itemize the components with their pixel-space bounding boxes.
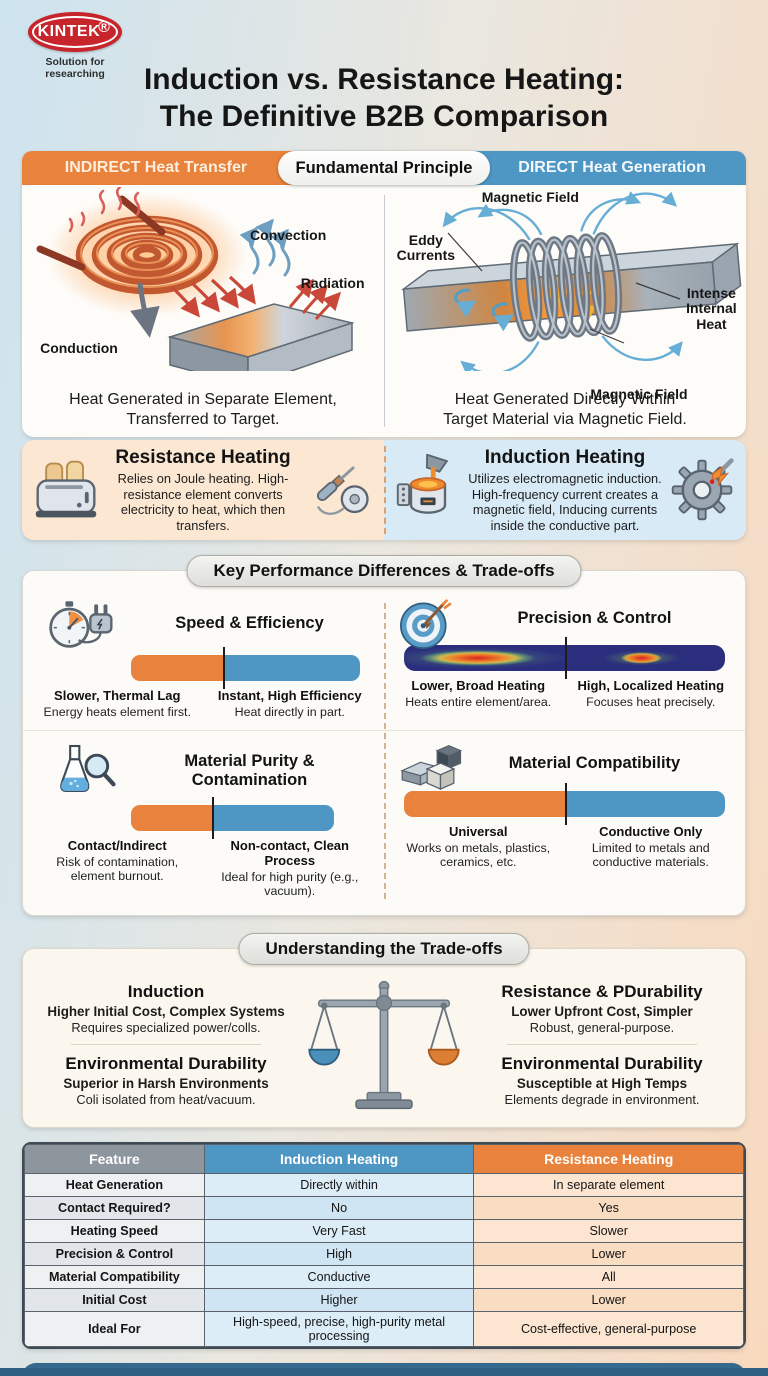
feature-header: Feature bbox=[24, 1143, 205, 1174]
table-row: Heat Generation Directly within In separat… bbox=[24, 1172, 744, 1197]
compatibility-left-label: Universal Works on metals, plastics, cer… bbox=[406, 823, 551, 870]
kintek-logo-oval: KINTEK ® bbox=[28, 12, 122, 52]
table-row: Material Compatibility Conductive All bbox=[24, 1264, 744, 1289]
material-compatibility-quadrant: Material Compatibility Universal Works o… bbox=[384, 731, 745, 909]
performance-section: Key Performance Differences & Trade-offs bbox=[22, 555, 746, 916]
registered-mark: ® bbox=[98, 19, 111, 36]
direct-heat-tab: DIRECT Heat Generation bbox=[518, 159, 706, 177]
balance-scale-icon bbox=[295, 975, 473, 1115]
conduction-label: Conduction bbox=[40, 340, 118, 357]
comparison-table: Feature Induction Heating Resistance Hea… bbox=[22, 1141, 746, 1349]
induction-caption: Heat Generated Directly Within Target Ma… bbox=[443, 391, 687, 429]
induction-method-desc: Utilizes electromagnetic induction. High… bbox=[468, 470, 662, 533]
fundamental-principle-pill: Fundamental Principle bbox=[278, 151, 490, 186]
table-row: Ideal For High-speed, precise, high-purit… bbox=[24, 1310, 744, 1347]
resistance-header: Resistance Heating bbox=[473, 1143, 744, 1174]
indirect-heat-tab: INDIRECT Heat Transfer bbox=[64, 159, 248, 177]
bottom-strip bbox=[0, 1368, 768, 1376]
principle-header-bar: INDIRECT Heat Transfer Fundamental Princ… bbox=[22, 151, 746, 186]
induction-method-title: Induction Heating bbox=[484, 446, 646, 468]
induction-diagram: Magnetic Field Eddy Currents Intense Int… bbox=[384, 185, 746, 437]
precision-control-title: Precision & Control bbox=[517, 608, 672, 627]
table-header-row: Feature Induction Heating Resistance Hea… bbox=[24, 1143, 744, 1174]
material-purity-title: Material Purity & Contamination bbox=[184, 751, 315, 789]
speed-efficiency-quadrant: Speed & Efficiency Slower, Thermal Lag E… bbox=[23, 585, 384, 731]
toaster-icon bbox=[28, 454, 104, 526]
resistance-method-desc: Relies on Joule heating. High-resistance… bbox=[117, 470, 289, 533]
intense-heat-label: Intense Internal Heat bbox=[686, 284, 737, 332]
convection-label: Convection bbox=[250, 227, 327, 244]
kintek-logo-text: KINTEK bbox=[37, 23, 101, 40]
performance-grid: Speed & Efficiency Slower, Thermal Lag E… bbox=[23, 585, 745, 909]
speed-left-label: Slower, Thermal Lag Energy heats element… bbox=[43, 688, 191, 720]
resistance-caption: Heat Generated in Separate Element, Tran… bbox=[69, 391, 337, 429]
target-icon bbox=[392, 593, 458, 655]
precision-left-label: Lower, Broad Heating Heats entire elemen… bbox=[405, 678, 552, 710]
heated-gear-icon bbox=[664, 454, 740, 526]
speed-right-label: Instant, High Efficiency Heat directly i… bbox=[217, 688, 362, 720]
heating-coil-illustration bbox=[36, 187, 355, 372]
magnetic-field-top-label: Magnetic Field bbox=[481, 189, 579, 206]
compatibility-right-label: Conductive Only Limited to metals and co… bbox=[591, 823, 710, 870]
tradeoffs-header: Understanding the Trade-offs bbox=[238, 932, 530, 965]
table-row: Contact Required? No Yes bbox=[24, 1195, 744, 1220]
magnetic-field-bottom-label: Magnetic Field bbox=[590, 385, 688, 402]
precision-right-label: High, Localized Heating Focuses heat pre… bbox=[577, 678, 725, 710]
kintek-logo: KINTEK ® Solution for researching bbox=[20, 12, 130, 80]
material-purity-quadrant: Material Purity & Contamination Contact/… bbox=[23, 731, 384, 909]
tradeoffs-resistance-column: Resistance & PDurability Lower Upfront C… bbox=[501, 981, 703, 1108]
purity-bar bbox=[131, 796, 334, 839]
table-row: Precision & Control High Lower bbox=[24, 1241, 744, 1266]
material-compatibility-title: Material Compatibility bbox=[508, 754, 681, 773]
tradeoffs-induction-column: Induction Higher Initial Cost, Complex S… bbox=[47, 981, 285, 1108]
table-row: Heating Speed Very Fast Slower bbox=[24, 1218, 744, 1243]
induction-method-text: Induction Heating Utilizes electromagnet… bbox=[466, 447, 664, 533]
page-title-line2: The Definitive B2B Comparison bbox=[159, 99, 609, 133]
method-summary-bands: Resistance Heating Relies on Joule heati… bbox=[22, 440, 746, 541]
resistance-method-card: Resistance Heating Relies on Joule heati… bbox=[22, 440, 384, 541]
page-title: Induction vs. Resistance Heating: The De… bbox=[0, 0, 768, 135]
induction-header: Induction Heating bbox=[203, 1143, 475, 1174]
precision-control-quadrant: Precision & Control Lower, Broad Heating… bbox=[384, 585, 745, 731]
purity-left-label: Contact/Indirect Risk of contamination, … bbox=[56, 837, 179, 884]
brand-tagline: Solution for researching bbox=[45, 56, 105, 80]
precision-heatmap-bar bbox=[404, 637, 725, 680]
page-title-line1: Induction vs. Resistance Heating: bbox=[143, 63, 625, 96]
compatibility-bar bbox=[404, 782, 725, 825]
material-cubes-icon bbox=[392, 739, 474, 799]
resistance-method-title: Resistance Heating bbox=[115, 446, 291, 468]
performance-header: Key Performance Differences & Trade-offs bbox=[186, 555, 582, 588]
induction-method-card: Induction Heating Utilizes electromagnet… bbox=[384, 440, 746, 541]
melting-furnace-icon bbox=[390, 454, 466, 526]
speed-efficiency-title: Speed & Efficiency bbox=[175, 613, 324, 632]
speed-bar bbox=[131, 647, 360, 690]
soldering-iron-icon bbox=[302, 454, 378, 526]
eddy-currents-label: Eddy Currents bbox=[396, 232, 456, 264]
table-row: Initial Cost Higher Lower bbox=[24, 1287, 744, 1312]
stopwatch-plug-icon bbox=[35, 595, 127, 651]
radiation-label: Radiation bbox=[300, 274, 365, 291]
resistance-method-text: Resistance Heating Relies on Joule heati… bbox=[104, 447, 302, 533]
resistance-diagram: Convection Radiation Conduction Heat Gen… bbox=[22, 185, 384, 437]
purity-right-label: Non-contact, Clean Process Ideal for hig… bbox=[221, 837, 359, 899]
induction-coil-illustration bbox=[400, 191, 742, 372]
principle-panel: Convection Radiation Conduction Heat Gen… bbox=[22, 185, 746, 438]
flask-magnifier-icon bbox=[35, 741, 127, 801]
tradeoffs-section: Understanding the Trade-offs Induction H… bbox=[22, 932, 746, 1128]
